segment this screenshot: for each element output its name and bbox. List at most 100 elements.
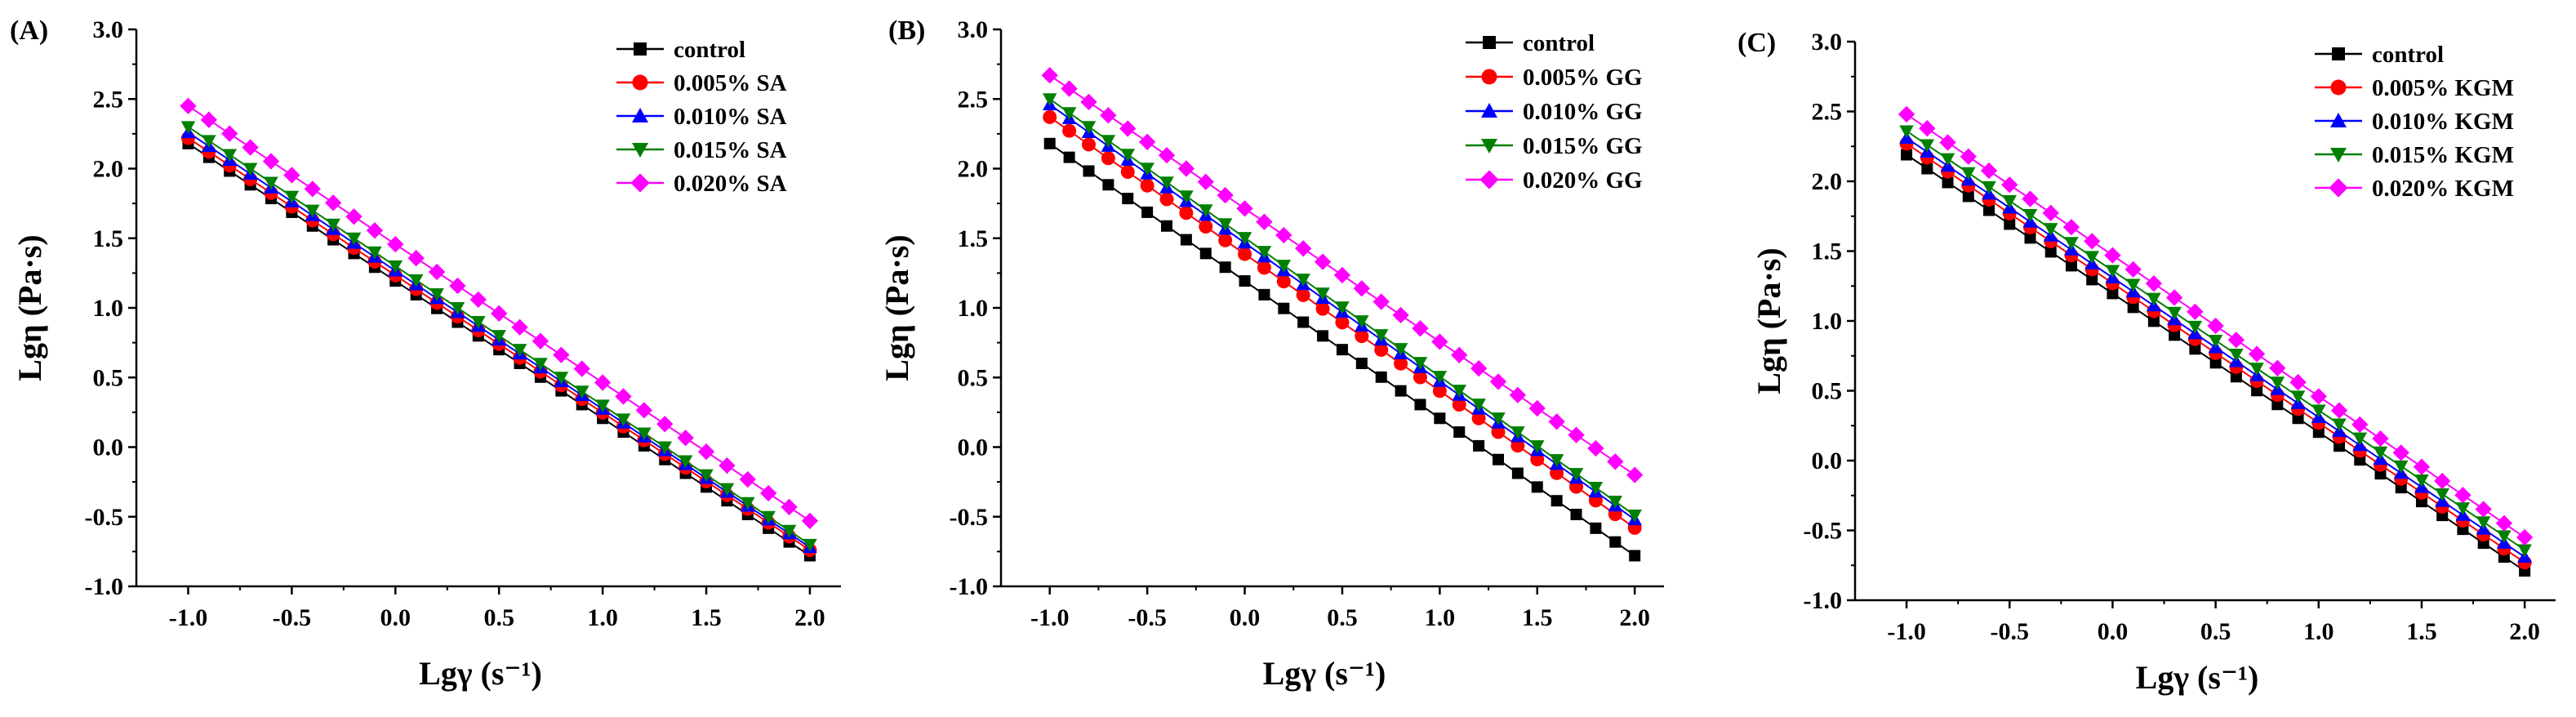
data-point (428, 263, 446, 281)
legend-label: 0.015% SA (674, 137, 787, 163)
data-point (2229, 349, 2244, 362)
x-tick-label: 2.0 (1619, 604, 1650, 631)
data-point (1373, 293, 1390, 310)
x-tick-label: 0.0 (2098, 618, 2129, 645)
data-point (573, 360, 590, 377)
data-point (2004, 218, 2016, 230)
data-point (2248, 345, 2266, 363)
data-point (2044, 246, 2057, 258)
legend-label: 0.010% SA (674, 104, 787, 130)
data-point (2351, 416, 2369, 434)
data-point (221, 125, 238, 142)
data-point (1335, 301, 1350, 314)
data-point (1355, 329, 1369, 344)
data-point (2105, 265, 2120, 278)
data-point (1473, 439, 1485, 452)
y-tick-label: 2.0 (958, 156, 989, 183)
data-point (2312, 426, 2325, 439)
data-point (408, 274, 424, 287)
data-point (2373, 446, 2388, 460)
legend-marker (630, 173, 650, 193)
data-point (1590, 522, 1602, 534)
data-point (222, 149, 237, 163)
data-point (1413, 370, 1427, 385)
data-point (2251, 385, 2263, 397)
data-point (657, 441, 672, 455)
x-tick-label: 1.5 (1522, 604, 1553, 631)
data-point (1493, 453, 1504, 465)
x-tick-label: 0.5 (1327, 604, 1358, 631)
data-point (2084, 233, 2101, 250)
data-point (1530, 440, 1545, 453)
data-point (1161, 220, 1172, 232)
data-point (2269, 359, 2286, 376)
data-point (1920, 139, 1935, 153)
legend-label: 0.020% GG (1523, 167, 1643, 194)
data-point (200, 111, 217, 128)
data-point (2292, 412, 2304, 425)
x-axis-title: Lgγ (s⁻¹) (2136, 659, 2259, 696)
data-point (1587, 439, 1604, 457)
data-point (2209, 357, 2222, 369)
data-point (1333, 266, 1351, 284)
data-point (741, 497, 755, 510)
data-point (595, 399, 610, 413)
data-point (1179, 190, 1194, 203)
data-point (180, 121, 196, 135)
data-point (1528, 399, 1546, 417)
data-point (1236, 200, 1253, 217)
data-point (2414, 474, 2429, 488)
data-point (387, 235, 404, 253)
data-point (616, 413, 631, 427)
legend-label: 0.020% SA (674, 171, 787, 197)
data-point (1158, 146, 1176, 164)
data-point (1315, 301, 1330, 316)
data-point (1081, 121, 1097, 134)
data-point (1570, 509, 1582, 521)
data-point (202, 135, 216, 149)
data-point (1296, 287, 1310, 302)
legend-label: 0.005% GG (1523, 65, 1643, 91)
x-tick-label: -1.0 (1030, 604, 1070, 631)
y-tick-label: 3.0 (93, 16, 124, 43)
data-point (2124, 261, 2142, 278)
y-tick-label: 2.5 (958, 86, 989, 113)
data-point (1238, 247, 1252, 261)
data-point (2167, 306, 2182, 320)
data-point (635, 402, 653, 419)
y-tick-label: 3.0 (958, 16, 989, 43)
data-point (2169, 329, 2181, 341)
y-tick-label: 1.0 (958, 295, 989, 322)
data-point (2310, 388, 2327, 405)
data-point (1375, 371, 1387, 383)
x-tick-label: 1.5 (2406, 618, 2437, 645)
y-tick-label: 0.5 (958, 364, 989, 391)
data-point (2455, 502, 2471, 515)
data-point (1120, 149, 1135, 162)
data-point (1276, 274, 1291, 289)
data-point (1471, 399, 1486, 412)
data-point (1431, 333, 1448, 350)
y-axis-title: Lgη (Pa·s) (1751, 247, 1787, 394)
data-point (1296, 274, 1310, 287)
legend-marker (2329, 178, 2348, 198)
data-point (1061, 107, 1077, 120)
data-point (1140, 163, 1155, 176)
data-point (1919, 120, 1936, 137)
data-point (1239, 275, 1251, 287)
y-tick-label: 2.0 (93, 156, 124, 183)
data-point (2125, 278, 2141, 292)
data-point (719, 483, 735, 497)
data-point (1374, 342, 1389, 357)
data-point (407, 249, 425, 267)
data-point (491, 305, 508, 322)
data-point (1102, 179, 1114, 191)
data-point (1159, 176, 1174, 189)
data-point (2454, 487, 2471, 504)
data-point (1314, 253, 1332, 270)
data-point (1197, 173, 1214, 190)
legend-marker (634, 42, 647, 56)
data-point (1901, 149, 1913, 161)
data-point (2002, 194, 2018, 208)
